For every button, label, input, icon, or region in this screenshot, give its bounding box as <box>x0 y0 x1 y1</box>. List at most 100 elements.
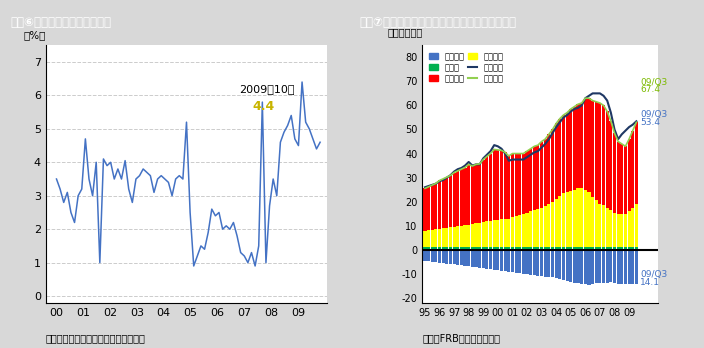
Bar <box>529 247 532 250</box>
Bar <box>434 247 437 250</box>
Bar <box>456 247 459 250</box>
Bar <box>635 122 638 204</box>
Bar <box>453 173 455 227</box>
Bar <box>558 196 561 247</box>
Bar <box>547 247 551 250</box>
Bar <box>463 167 467 225</box>
Bar <box>543 250 547 277</box>
Bar <box>423 231 427 247</box>
Bar <box>482 222 485 247</box>
Bar <box>584 190 587 247</box>
Bar <box>529 149 532 211</box>
Bar <box>624 250 627 284</box>
Bar <box>467 224 470 247</box>
Text: 67.4: 67.4 <box>640 85 660 94</box>
Bar <box>482 250 485 268</box>
Bar <box>500 247 503 250</box>
Bar <box>518 153 521 215</box>
Bar <box>467 247 470 250</box>
Bar <box>591 101 594 197</box>
Bar <box>529 250 532 275</box>
Bar <box>543 206 547 247</box>
Bar <box>631 131 634 208</box>
Bar <box>558 250 561 279</box>
Bar <box>427 247 430 250</box>
Bar <box>525 250 529 274</box>
Bar <box>503 247 507 250</box>
Bar <box>482 247 485 250</box>
Bar <box>620 214 623 247</box>
Bar <box>467 164 470 224</box>
Bar <box>565 250 569 281</box>
Bar <box>573 106 576 190</box>
Bar <box>617 250 620 284</box>
Bar <box>533 146 536 210</box>
Bar <box>595 250 598 283</box>
Bar <box>500 250 503 271</box>
Bar <box>570 247 572 250</box>
Bar <box>518 215 521 247</box>
Bar <box>485 247 489 250</box>
Bar <box>431 250 434 262</box>
Bar <box>602 247 605 250</box>
Bar <box>555 247 558 250</box>
Bar <box>605 250 609 283</box>
Bar <box>427 250 430 261</box>
Bar <box>441 179 445 228</box>
Bar <box>449 247 452 250</box>
Bar <box>449 250 452 264</box>
Bar <box>565 192 569 247</box>
Bar <box>543 139 547 206</box>
Bar <box>515 216 517 247</box>
Bar <box>471 250 474 267</box>
Bar <box>565 247 569 250</box>
Bar <box>580 188 583 247</box>
Bar <box>617 247 620 250</box>
Bar <box>551 247 554 250</box>
Text: （%）: （%） <box>23 30 46 40</box>
Bar <box>536 247 539 250</box>
Bar <box>598 250 601 283</box>
Bar <box>591 247 594 250</box>
Bar <box>441 247 445 250</box>
Bar <box>562 115 565 193</box>
Bar <box>540 250 543 276</box>
Bar <box>493 149 496 220</box>
Bar <box>515 250 517 273</box>
Bar <box>471 224 474 247</box>
Bar <box>445 177 448 228</box>
Bar <box>423 247 427 250</box>
Bar <box>511 247 514 250</box>
Bar <box>434 183 437 229</box>
Bar <box>587 192 591 247</box>
Text: 出所：FRB、武者リサーチ: 出所：FRB、武者リサーチ <box>422 333 501 343</box>
Bar <box>613 133 616 213</box>
Bar <box>456 226 459 247</box>
Bar <box>431 230 434 247</box>
Bar <box>584 247 587 250</box>
Bar <box>460 247 463 250</box>
Bar <box>522 153 525 214</box>
Bar <box>456 171 459 226</box>
Text: 53.4: 53.4 <box>640 118 660 127</box>
Bar <box>525 151 529 213</box>
Bar <box>508 219 510 247</box>
Bar <box>485 250 489 269</box>
Bar <box>562 250 565 280</box>
Bar <box>471 247 474 250</box>
Text: 09/Q3: 09/Q3 <box>640 270 667 279</box>
Bar <box>515 153 517 216</box>
Bar <box>438 247 441 250</box>
Bar <box>598 103 601 204</box>
Bar <box>547 204 551 247</box>
Bar <box>423 250 427 261</box>
Bar <box>496 250 499 270</box>
Bar <box>570 109 572 191</box>
Bar <box>547 250 551 277</box>
Bar <box>540 208 543 247</box>
Bar <box>525 247 529 250</box>
Bar <box>478 250 481 268</box>
Bar <box>587 250 591 285</box>
Bar <box>423 188 427 231</box>
Bar <box>555 250 558 278</box>
